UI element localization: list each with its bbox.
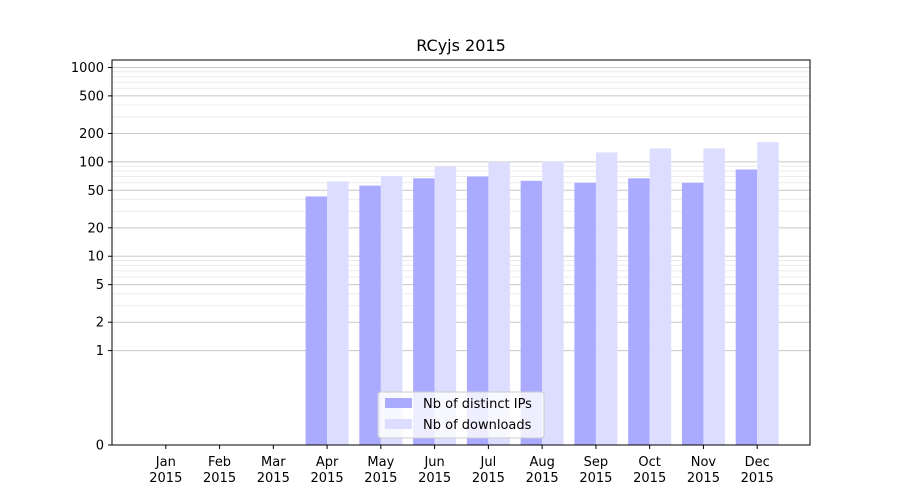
y-tick-label: 1	[96, 344, 104, 359]
bar-nb-of-distinct-ips	[735, 169, 758, 445]
bar-nb-of-distinct-ips	[466, 176, 489, 445]
x-tick-label-month: Aug	[529, 455, 554, 470]
y-tick-label: 1000	[71, 61, 104, 76]
x-tick-label-year: 2015	[579, 471, 612, 486]
legend-box	[377, 391, 545, 439]
chart-title: RCyjs 2015	[416, 36, 506, 55]
legend-label-distinct-ips: Nb of distinct IPs	[423, 397, 532, 412]
x-tick-label-month: Jan	[155, 455, 176, 470]
bar-nb-of-distinct-ips	[359, 185, 381, 445]
x-tick-label-year: 2015	[311, 471, 344, 486]
bar-nb-of-distinct-ips	[628, 178, 650, 445]
x-tick-label-month: Feb	[208, 455, 231, 470]
bar-nb-of-downloads	[703, 148, 725, 445]
y-tick-label: 20	[87, 221, 104, 236]
bar-nb-of-distinct-ips	[520, 180, 543, 445]
y-tick-label: 500	[79, 89, 104, 104]
x-tick-label-year: 2015	[472, 471, 505, 486]
bar-nb-of-downloads	[542, 161, 564, 445]
x-tick-label-month: Jun	[423, 455, 444, 470]
x-tick-label-month: Nov	[691, 455, 717, 470]
y-tick-label: 0	[96, 439, 104, 454]
x-tick-label-year: 2015	[526, 471, 559, 486]
x-tick-label-year: 2015	[687, 471, 720, 486]
x-tick-label-month: Oct	[638, 455, 660, 470]
x-tick-label-year: 2015	[418, 471, 451, 486]
y-tick-label: 5	[96, 278, 104, 293]
bar-nb-of-downloads	[595, 152, 618, 445]
x-tick-label-month: Mar	[261, 455, 286, 470]
bar-nb-of-downloads	[649, 148, 672, 445]
x-tick-label-year: 2015	[633, 471, 666, 486]
bars	[305, 142, 779, 446]
y-tick-label: 200	[79, 127, 104, 142]
x-tick-label-month: Apr	[316, 455, 339, 470]
legend: Nb of distinct IPs Nb of downloads	[377, 391, 545, 439]
bar-nb-of-downloads	[327, 181, 349, 445]
x-tick-label-year: 2015	[257, 471, 290, 486]
bar-nb-of-distinct-ips	[681, 182, 704, 445]
x-tick-label-year: 2015	[149, 471, 182, 486]
y-tick-label: 2	[96, 316, 104, 331]
x-tick-label-month: Dec	[745, 455, 770, 470]
x-tick-label-month: May	[367, 455, 394, 470]
bar-nb-of-distinct-ips	[574, 182, 596, 445]
bar-nb-of-distinct-ips	[305, 196, 328, 445]
y-tick-label: 10	[87, 250, 104, 265]
x-tick-label-year: 2015	[364, 471, 397, 486]
bar-nb-of-downloads	[380, 175, 403, 445]
x-tick-label-year: 2015	[741, 471, 774, 486]
plot-frame	[111, 59, 811, 446]
x-axis: Jan2015Feb2015Mar2015Apr2015May2015Jun20…	[149, 445, 774, 486]
x-tick-label-month: Sep	[584, 455, 609, 470]
bar-nb-of-downloads	[488, 161, 510, 445]
y-tick-label: 100	[79, 155, 104, 170]
y-tick-label: 50	[87, 184, 104, 199]
x-tick-label-month: Jul	[480, 455, 497, 470]
legend-swatch-distinct-ips	[385, 398, 412, 408]
x-tick-label-year: 2015	[203, 471, 236, 486]
y-axis: 0 1 2 5 10 20 50 100 200 500 1000	[71, 61, 112, 454]
bar-nb-of-distinct-ips	[413, 178, 435, 445]
legend-swatch-downloads	[385, 419, 412, 429]
legend-label-downloads: Nb of downloads	[423, 418, 532, 433]
bar-nb-of-downloads	[757, 142, 779, 445]
bar-nb-of-downloads	[434, 166, 457, 446]
